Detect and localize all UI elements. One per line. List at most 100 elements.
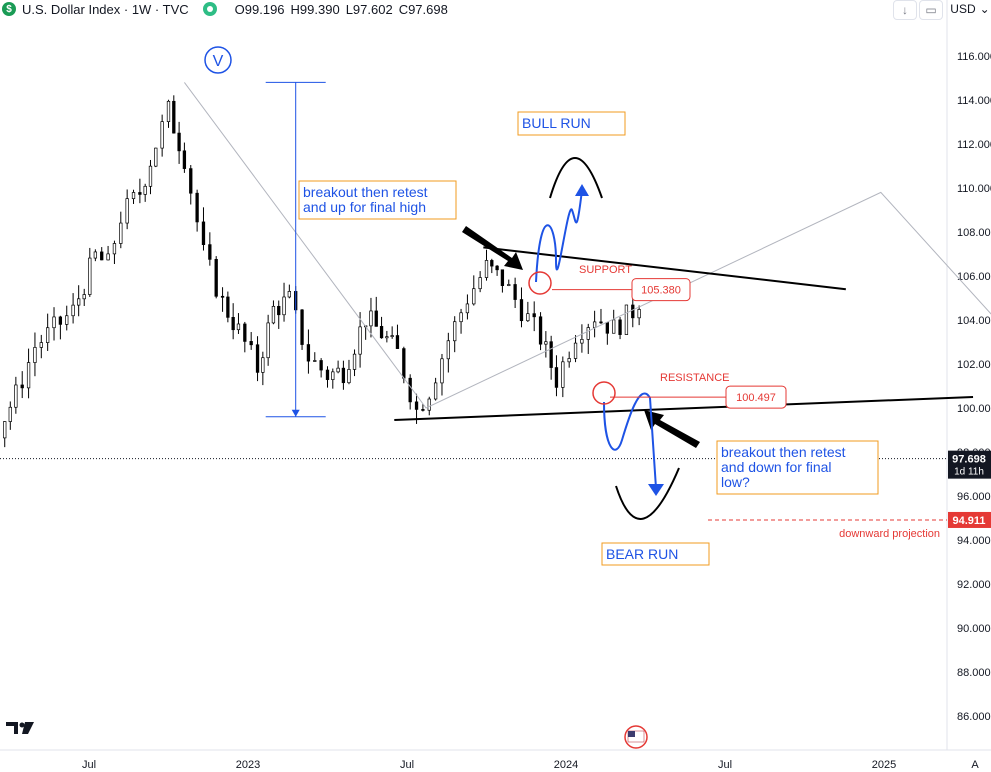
bar-countdown: 1d 11h — [954, 467, 984, 478]
currency-selector[interactable]: USD ⌄ — [949, 0, 991, 18]
candle-body — [88, 257, 92, 295]
bull-wave-path — [535, 189, 583, 283]
wave-label: V — [213, 53, 224, 70]
candle-body — [8, 406, 12, 422]
y-tick-label: 90.000 — [957, 623, 991, 635]
candle-body — [347, 369, 351, 384]
candle-body — [605, 322, 609, 334]
note-down-line: and down for final — [721, 459, 832, 475]
last-price-value: 97.698 — [952, 454, 986, 466]
candle-body — [255, 344, 260, 373]
candle-body — [277, 305, 281, 316]
candle-body — [65, 315, 69, 325]
candle-body — [33, 347, 37, 363]
candle-body — [331, 371, 335, 380]
arrow-to-support-icon — [462, 226, 523, 270]
eye-icon[interactable] — [202, 2, 217, 16]
auto-scale-button[interactable]: A — [971, 759, 979, 771]
candle-body — [519, 299, 524, 322]
arrow-down-icon[interactable]: ↓ — [893, 0, 917, 20]
screenshot-icon[interactable]: ▭ — [919, 0, 943, 20]
tradingview-logo-part — [6, 722, 18, 734]
candle-body — [352, 353, 357, 370]
candle-body — [379, 326, 384, 339]
candle-body — [138, 192, 142, 195]
candle-body — [14, 384, 18, 408]
candle-body — [440, 358, 444, 384]
y-tick-label: 112.000 — [957, 139, 991, 151]
x-tick-label: 2023 — [236, 759, 260, 771]
candle-body — [612, 319, 616, 334]
candle-body — [231, 317, 235, 331]
candle-body — [325, 369, 330, 380]
resistance-circle — [592, 381, 616, 405]
candle-body — [567, 358, 571, 363]
candle-body — [3, 421, 7, 439]
bear-wave-arrowhead — [648, 484, 664, 496]
bull-wave-arrowhead — [575, 184, 589, 196]
candle-body — [46, 327, 50, 343]
currency-label: USD — [950, 2, 976, 16]
candle-body — [538, 316, 543, 345]
candle-body — [341, 367, 346, 384]
note-up-line: breakout then retest — [303, 184, 428, 200]
ohlc-low-key: L — [345, 1, 353, 17]
candle-body — [172, 100, 176, 134]
symbol-title[interactable]: U.S. Dollar Index · 1W · TVC — [22, 1, 189, 17]
y-tick-label: 104.000 — [957, 315, 991, 327]
candle-body — [131, 192, 136, 200]
candle-body — [472, 288, 476, 305]
y-tick-label: 86.000 — [957, 711, 991, 723]
candle-body — [526, 313, 530, 322]
candle-body — [478, 277, 482, 290]
candle-body — [554, 367, 559, 388]
candle-body — [592, 321, 597, 328]
candle-body — [112, 243, 117, 255]
candle-body — [208, 244, 212, 260]
note-up-box — [298, 180, 457, 220]
candle-body — [500, 269, 505, 286]
support-circle — [528, 271, 552, 295]
candle-body — [433, 382, 438, 400]
ohlc-open-key: O — [234, 1, 245, 17]
note-down-line: breakout then retest — [721, 444, 846, 460]
triangle-upper-line — [483, 246, 846, 291]
candle-body — [306, 344, 311, 362]
chart-header: $ U.S. Dollar Index · 1W · TVC O99.196 H… — [0, 0, 448, 18]
candle-body — [236, 323, 241, 331]
candle-body — [100, 251, 104, 261]
candle-body — [77, 298, 81, 306]
ohlc-open-value: 99.196 — [244, 1, 285, 17]
candle-body — [453, 321, 457, 342]
y-tick-label: 106.000 — [957, 271, 991, 283]
note-down-box — [716, 440, 879, 495]
symbol-logo-icon: $ — [2, 2, 16, 16]
candle-body — [618, 319, 622, 335]
candle-body — [201, 221, 206, 245]
candle-body — [20, 384, 24, 389]
resistance-price-badge — [725, 385, 787, 409]
resistance-price-value: 100.497 — [736, 392, 776, 404]
candle-body — [495, 265, 499, 271]
candle-body — [395, 335, 400, 349]
candle-body — [358, 326, 362, 355]
candle-body — [580, 338, 584, 344]
arrow-to-resistance-icon — [644, 410, 700, 448]
candle-body — [214, 258, 218, 297]
candle-body — [249, 341, 253, 346]
support-price-badge — [631, 278, 691, 302]
projection-price-value: 94.911 — [952, 515, 985, 527]
bear-run-label-box — [601, 542, 710, 566]
candle-body — [189, 168, 193, 194]
candle-body — [271, 305, 276, 324]
candle-body — [544, 341, 548, 345]
candle-body — [58, 316, 63, 325]
candle-body — [484, 260, 489, 278]
candle-body — [195, 192, 199, 223]
candle-body — [414, 401, 419, 410]
candles — [3, 95, 641, 448]
note-up-line: and up for final high — [303, 199, 426, 215]
candle-body — [408, 377, 412, 403]
